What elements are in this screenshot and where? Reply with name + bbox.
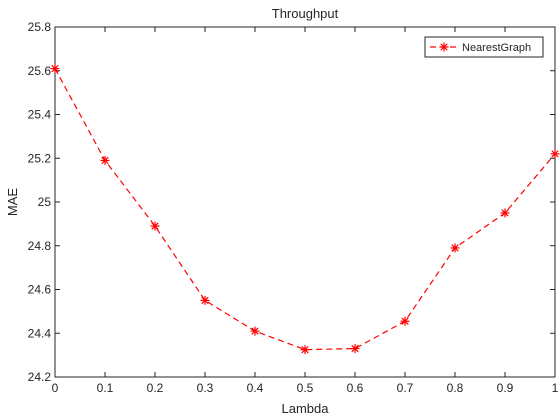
x-tick-label: 0.8 <box>447 381 464 395</box>
data-point <box>450 243 460 253</box>
x-tick-label: 0.3 <box>197 381 214 395</box>
y-tick-label: 24.4 <box>28 326 52 340</box>
x-tick-label: 0.7 <box>397 381 414 395</box>
legend-label: NearestGraph <box>462 42 531 54</box>
series-layer <box>50 64 560 355</box>
series-line <box>54 68 556 351</box>
y-tick-label: 25 <box>38 195 52 209</box>
data-point <box>200 295 210 305</box>
data-point <box>300 345 310 355</box>
y-tick-label: 25.4 <box>28 108 52 122</box>
legend: NearestGraph <box>424 36 544 58</box>
legend-marker <box>439 42 449 52</box>
axes: 0 0.1 0.2 0.3 0.4 0.5 0.6 0.7 0.8 0.9 1 24.2 24.4 24.… <box>28 20 559 395</box>
x-tick-label: 0.9 <box>497 381 514 395</box>
y-tick-label: 24.2 <box>28 370 52 384</box>
x-axis-label: Lambda <box>282 401 330 416</box>
chart-title: Throughput <box>272 6 339 21</box>
data-point <box>350 344 360 354</box>
y-tick-label: 24.8 <box>28 239 52 253</box>
x-tick-label: 0.2 <box>147 381 164 395</box>
y-tick-label: 25.6 <box>28 64 52 78</box>
x-tick-label: 0.6 <box>347 381 364 395</box>
plot-area <box>55 27 555 377</box>
x-tick-label: 0.1 <box>97 381 114 395</box>
data-point <box>100 155 110 165</box>
legend-box <box>424 36 544 58</box>
x-tick-label: 0.4 <box>247 381 264 395</box>
data-point <box>250 326 260 336</box>
x-tick-label: 0.5 <box>297 381 314 395</box>
y-tick-label: 24.6 <box>28 283 52 297</box>
y-tick-label: 25.8 <box>28 20 52 34</box>
y-axis-label: MAE <box>5 188 20 217</box>
data-point <box>550 149 560 159</box>
x-tick-label: 1 <box>552 381 559 395</box>
data-point <box>150 221 160 231</box>
x-tick-label: 0 <box>52 381 59 395</box>
y-tick-label: 25.2 <box>28 151 52 165</box>
data-point <box>500 208 510 218</box>
data-point <box>50 64 60 74</box>
data-point <box>400 316 410 326</box>
